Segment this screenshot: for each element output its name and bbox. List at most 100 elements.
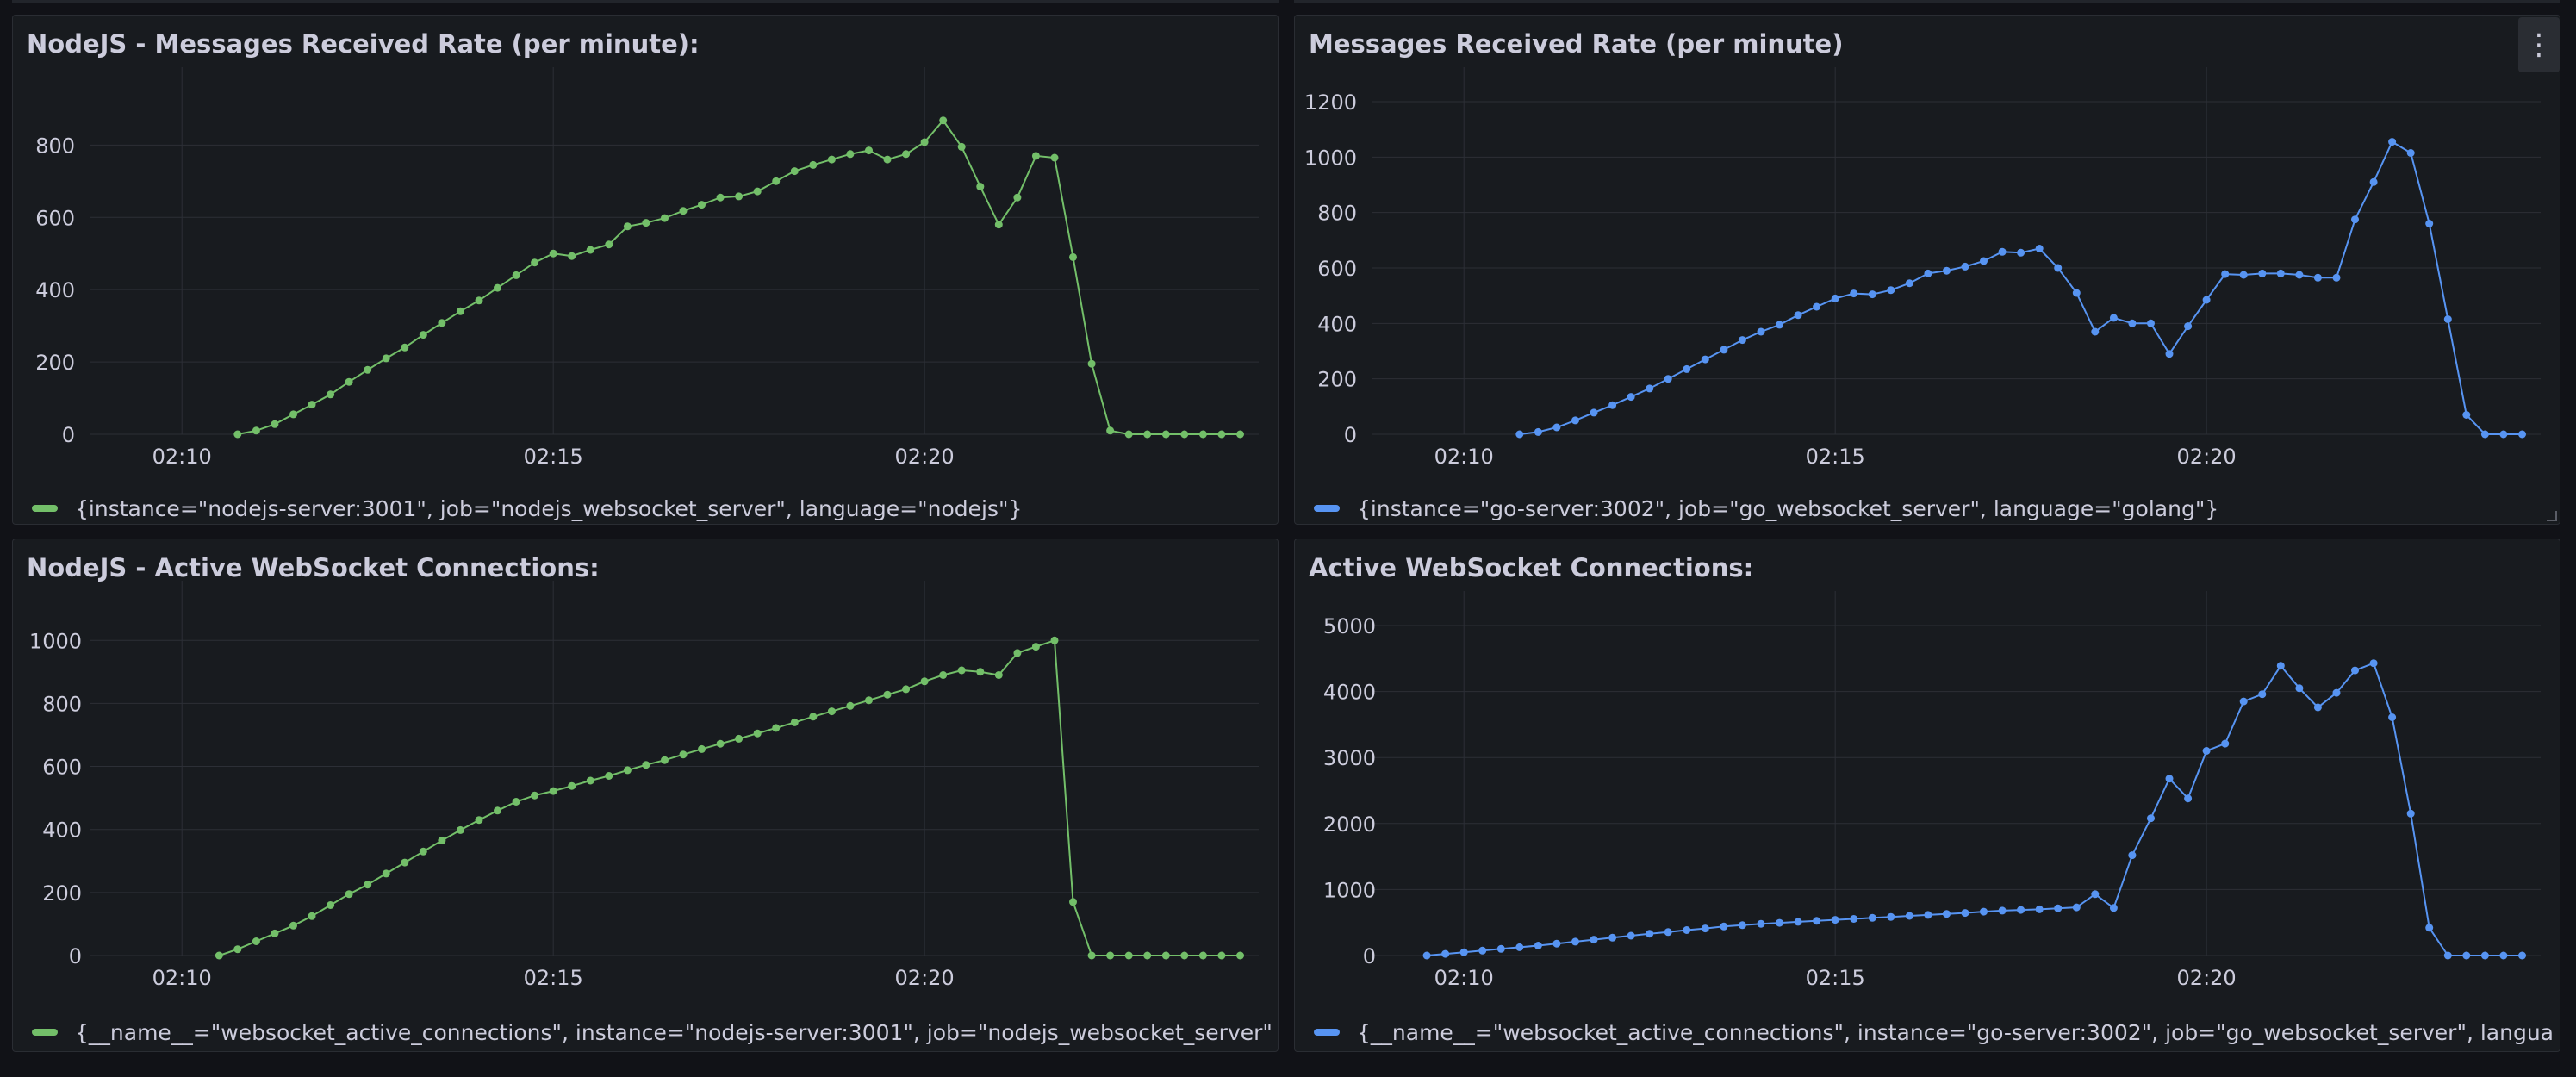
data-point[interactable] [364, 881, 372, 889]
legend-label[interactable]: {__name__="websocket_active_connections"… [75, 1019, 1272, 1045]
data-point[interactable] [716, 193, 725, 202]
data-point[interactable] [1794, 311, 1802, 320]
data-point[interactable] [902, 150, 911, 159]
data-point[interactable] [1050, 636, 1059, 644]
data-point[interactable] [1868, 913, 1876, 922]
data-point[interactable] [2388, 138, 2397, 146]
data-point[interactable] [271, 929, 279, 937]
data-point[interactable] [1850, 915, 1858, 923]
data-point[interactable] [605, 772, 613, 780]
data-point[interactable] [1552, 423, 1561, 432]
data-point[interactable] [2313, 703, 2322, 712]
data-point[interactable] [2091, 327, 2100, 336]
panel-nodejs-active-connections[interactable]: NodeJS - Active WebSocket Connections: 0… [12, 538, 1279, 1052]
data-point[interactable] [1217, 951, 1226, 960]
data-point[interactable] [679, 207, 688, 215]
data-point[interactable] [1106, 426, 1115, 435]
data-point[interactable] [994, 221, 1003, 229]
data-point[interactable] [846, 150, 855, 159]
data-point[interactable] [698, 744, 706, 753]
data-point[interactable] [1664, 375, 1672, 383]
data-point[interactable] [1998, 906, 2007, 915]
data-point[interactable] [382, 354, 390, 363]
data-point[interactable] [1217, 430, 1226, 439]
data-point[interactable] [716, 739, 725, 748]
data-point[interactable] [2258, 690, 2267, 699]
data-point[interactable] [661, 756, 669, 764]
data-point[interactable] [883, 690, 892, 699]
legend[interactable]: {__name__="websocket_active_connections"… [1314, 1017, 2554, 1048]
data-point[interactable] [456, 825, 464, 834]
data-point[interactable] [661, 214, 669, 222]
data-point[interactable] [1683, 926, 1691, 934]
data-point[interactable] [289, 410, 297, 419]
data-point[interactable] [1124, 951, 1133, 960]
data-point[interactable] [1980, 907, 1988, 916]
data-point[interactable] [1905, 279, 1913, 288]
data-point[interactable] [2518, 430, 2526, 439]
data-point[interactable] [772, 177, 781, 185]
data-point[interactable] [1534, 942, 1542, 949]
data-point[interactable] [753, 187, 762, 196]
data-point[interactable] [2017, 906, 2025, 914]
panel-go-messages-rate[interactable]: Messages Received Rate (per minute) ⋮ 02… [1294, 15, 2560, 525]
data-point[interactable] [679, 750, 688, 759]
data-point[interactable] [1720, 346, 1728, 354]
data-point[interactable] [2184, 322, 2193, 331]
data-point[interactable] [1943, 266, 1951, 275]
data-point[interactable] [790, 718, 799, 726]
data-point[interactable] [827, 707, 836, 716]
data-point[interactable] [2425, 924, 2434, 932]
data-point[interactable] [2295, 684, 2304, 693]
data-point[interactable] [2128, 851, 2137, 860]
data-point[interactable] [1961, 262, 1969, 271]
data-point[interactable] [1794, 918, 1802, 926]
data-point[interactable] [1515, 943, 1524, 951]
data-point[interactable] [2462, 411, 2471, 419]
data-point[interactable] [252, 426, 260, 435]
data-point[interactable] [642, 219, 650, 227]
data-point[interactable] [1850, 289, 1858, 298]
data-point[interactable] [1441, 949, 1450, 958]
data-point[interactable] [1161, 951, 1170, 960]
data-point[interactable] [2313, 273, 2322, 282]
data-point[interactable] [2480, 430, 2489, 439]
legend-label[interactable]: {__name__="websocket_active_connections"… [1357, 1019, 2554, 1045]
data-point[interactable] [1180, 430, 1189, 439]
data-point[interactable] [2462, 951, 2471, 960]
data-point[interactable] [586, 246, 594, 254]
data-point[interactable] [252, 937, 260, 945]
data-point[interactable] [1608, 933, 1617, 942]
data-point[interactable] [1459, 948, 1468, 956]
data-point[interactable] [438, 319, 446, 327]
data-point[interactable] [512, 798, 520, 806]
data-point[interactable] [2147, 319, 2155, 327]
data-point[interactable] [1627, 393, 1635, 402]
data-point[interactable] [1236, 951, 1244, 960]
data-point[interactable] [2054, 264, 2063, 272]
data-point[interactable] [1478, 946, 1487, 955]
data-point[interactable] [605, 240, 613, 249]
data-point[interactable] [475, 296, 483, 305]
data-point[interactable] [846, 701, 855, 710]
data-point[interactable] [1720, 922, 1728, 931]
data-point[interactable] [2499, 430, 2508, 439]
data-point[interactable] [1627, 931, 1635, 940]
data-point[interactable] [1831, 294, 1839, 302]
data-point[interactable] [215, 951, 223, 960]
data-point[interactable] [1701, 924, 1709, 933]
data-point[interactable] [1013, 193, 1022, 202]
data-point[interactable] [2276, 662, 2285, 670]
data-point[interactable] [2332, 273, 2341, 282]
data-point[interactable] [1813, 917, 1821, 925]
data-point[interactable] [1646, 384, 1654, 393]
data-point[interactable] [233, 945, 242, 954]
data-point[interactable] [2443, 951, 2452, 960]
data-point[interactable] [883, 155, 892, 164]
data-point[interactable] [345, 377, 353, 386]
data-point[interactable] [623, 222, 632, 231]
data-point[interactable] [2017, 248, 2025, 257]
legend-label[interactable]: {instance="go-server:3002", job="go_webs… [1357, 495, 2219, 521]
data-point[interactable] [1198, 951, 1207, 960]
data-point[interactable] [1143, 951, 1152, 960]
